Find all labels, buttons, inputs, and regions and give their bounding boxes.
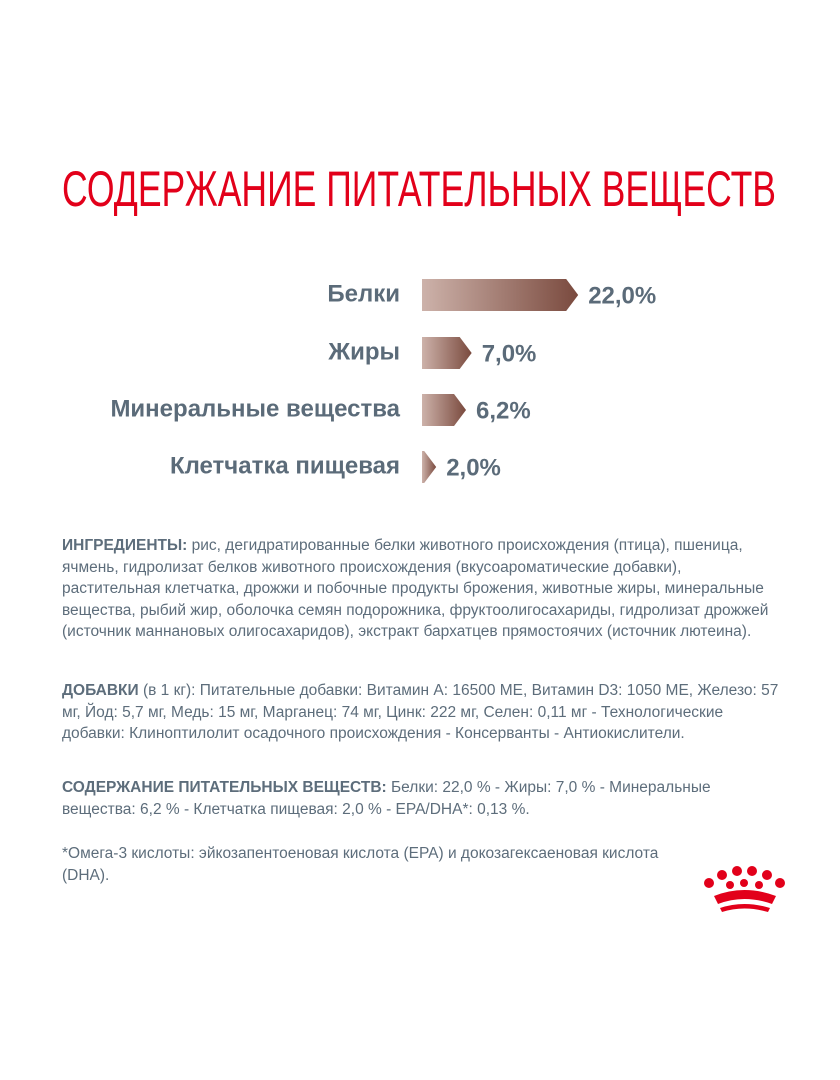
row-label: Белки: [327, 280, 400, 307]
row-label: Жиры: [327, 338, 400, 365]
chart: СОДЕРЖАНИЕ ПИТАТЕЛЬНЫХ ВЕЩЕСТВ Белки 22,0…: [62, 161, 776, 483]
section-label: ИНГРЕДИЕНТЫ:: [62, 537, 188, 554]
value-label: 6,2%: [476, 397, 531, 424]
bar: [422, 279, 579, 311]
section-text: рис, дегидратированные белки животного п…: [62, 537, 769, 641]
additives: ДОБАВКИ (в 1 кг): Питательные добавки: В…: [62, 680, 784, 745]
section-label: СОДЕРЖАНИЕ ПИТАТЕЛЬНЫХ ВЕЩЕСТВ:: [62, 779, 387, 796]
footnote: *Омега-3 кислоты: эйкозапентоеновая кисл…: [62, 845, 659, 884]
nutrients: СОДЕРЖАНИЕ ПИТАТЕЛЬНЫХ ВЕЩЕСТВ: Белки: 2…: [62, 777, 784, 820]
bar: [422, 451, 437, 483]
section-label: ДОБАВКИ: [62, 682, 139, 699]
ingredients: ИНГРЕДИЕНТЫ: рис, дегидратированные белк…: [62, 535, 784, 643]
logo: [704, 866, 785, 912]
bar: [422, 337, 472, 369]
section-text: (в 1 кг): Питательные добавки: Витамин А…: [62, 682, 779, 743]
chart-title: СОДЕРЖАНИЕ ПИТАТЕЛЬНЫХ ВЕЩЕСТВ: [62, 161, 776, 217]
row-label: Клетчатка пищевая: [170, 452, 400, 479]
bar: [422, 394, 467, 426]
value-label: 7,0%: [482, 340, 537, 367]
section-text: Белки: 22,0 % - Жиры: 7,0 % - Минеральны…: [62, 779, 711, 818]
value-label: 2,0%: [446, 454, 501, 481]
value-label: 22,0%: [588, 282, 656, 309]
row-label: Минеральные вещества: [110, 395, 400, 422]
